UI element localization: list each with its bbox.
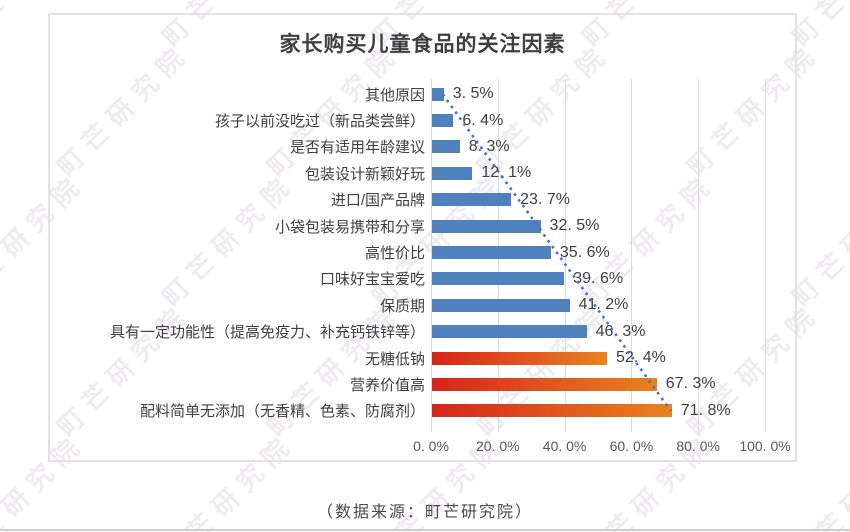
value-label: 23. 7% — [520, 190, 570, 208]
gridline — [631, 79, 633, 432]
gridline — [765, 79, 766, 432]
x-tick-label: 60. 0% — [609, 438, 654, 454]
bar — [432, 140, 460, 154]
bar-row: 进口/国产品牌 23. 7% — [56, 187, 771, 213]
bar-track: 32. 5% — [432, 217, 766, 235]
bar-row: 孩子以前没吃过（新品类尝鲜） 6. 4% — [56, 107, 771, 133]
bar — [432, 114, 454, 128]
value-label: 6. 4% — [462, 111, 504, 129]
bar — [432, 377, 657, 391]
bar — [432, 166, 473, 180]
x-tick-label: 20. 0% — [476, 438, 520, 454]
value-label: 46. 3% — [595, 322, 646, 340]
bar — [432, 272, 565, 286]
value-label: 67. 3% — [665, 375, 716, 393]
bar-track: 6. 4% — [432, 111, 766, 129]
category-label: 营养价值高 — [349, 376, 425, 394]
bar-rows: 其他原因 3. 5% 孩子以前没吃过（新品类尝鲜） 6. 4% 是否有适用年龄建议 8. … — [56, 81, 771, 424]
category-label: 保质期 — [379, 297, 425, 315]
category-label: 进口/国产品牌 — [330, 192, 425, 210]
category-label: 是否有适用年龄建议 — [289, 139, 425, 157]
x-tick-label: 40. 0% — [542, 438, 587, 454]
bar — [432, 351, 608, 365]
bar — [432, 246, 551, 260]
bar-track: 12. 1% — [432, 164, 766, 182]
value-label: 3. 5% — [452, 85, 494, 103]
value-label: 12. 1% — [481, 164, 532, 182]
x-axis: 0. 0% 20. 0% 40. 0% 60. 0% 80. 0% 100. 0% — [413, 438, 791, 456]
category-label: 小袋包装易携带和分享 — [274, 218, 425, 236]
category-label: 无糖低钠 — [364, 350, 425, 368]
category-label: 其他原因 — [364, 86, 425, 104]
bar-row: 营养价值高 67. 3% — [56, 371, 771, 397]
bar-track: 3. 5% — [432, 85, 766, 103]
bar — [432, 298, 570, 312]
data-source-caption: （数据来源：町芒研究院） — [316, 504, 533, 521]
category-label: 具有一定功能性（提高免疫力、补充钙铁锌等） — [109, 324, 425, 342]
value-label: 8. 3% — [468, 137, 510, 155]
bar-row: 高性价比 35. 6% — [56, 239, 771, 265]
bar — [432, 87, 444, 101]
category-label: 包装设计新颖好玩 — [304, 165, 425, 183]
chart-panel: 家长购买儿童食品的关注因素 其他原因 3. 5% 孩子以前没吃过（新品类尝鲜） 6. … — [48, 13, 797, 462]
bar — [432, 193, 512, 207]
bar-row: 其他原因 3. 5% — [56, 81, 771, 107]
x-tick-label: 0. 0% — [413, 438, 449, 454]
bar-row: 包装设计新颖好玩 12. 1% — [56, 160, 771, 186]
category-label: 口味好宝宝爱吃 — [319, 271, 425, 289]
trendline — [441, 93, 672, 412]
value-label: 71. 8% — [680, 401, 731, 419]
category-label: 配料简单无添加（无香精、色素、防腐剂） — [139, 403, 425, 421]
bottom-divider — [0, 529, 850, 531]
bar-track: 71. 8% — [432, 401, 766, 419]
bar-row: 口味好宝宝爱吃 39. 6% — [56, 266, 771, 292]
value-label: 35. 6% — [559, 243, 610, 261]
x-tick-label: 80. 0% — [676, 438, 720, 454]
bar-row: 具有一定功能性（提高免疫力、补充钙铁锌等） 46. 3% — [56, 319, 771, 345]
bar-row: 是否有适用年龄建议 8. 3% — [56, 134, 771, 160]
value-label: 39. 6% — [573, 269, 624, 287]
bar — [432, 404, 672, 418]
category-label: 高性价比 — [364, 245, 425, 263]
bar — [432, 325, 587, 339]
bar-row: 小袋包装易携带和分享 32. 5% — [56, 213, 771, 239]
category-label: 孩子以前没吃过（新品类尝鲜） — [214, 113, 425, 131]
gridline — [431, 79, 432, 432]
x-tick-label: 100. 0% — [739, 438, 791, 454]
bar-row: 配料简单无添加（无香精、色素、防腐剂） 71. 8% — [56, 398, 771, 424]
chart-title: 家长购买儿童食品的关注因素 — [279, 33, 566, 56]
gridline — [564, 79, 566, 432]
bar-track: 39. 6% — [432, 269, 766, 287]
bar-track: 46. 3% — [432, 322, 766, 340]
bar-track: 35. 6% — [432, 243, 766, 261]
bar-track: 23. 7% — [432, 190, 766, 208]
bar-track: 67. 3% — [432, 375, 766, 393]
bar — [432, 219, 541, 233]
value-label: 32. 5% — [549, 217, 600, 235]
bar-track: 8. 3% — [432, 137, 766, 155]
gridline — [698, 79, 700, 432]
